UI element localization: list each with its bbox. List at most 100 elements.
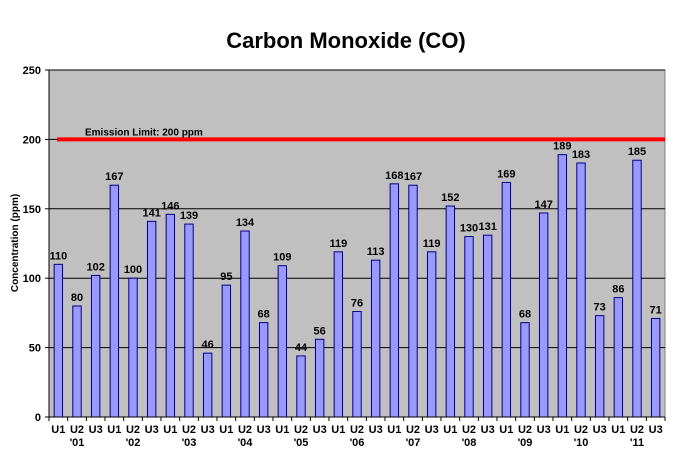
y-axis-title: Concentration (ppm) <box>10 194 21 292</box>
year-label: '07 <box>406 437 421 449</box>
bar-value-label: 46 <box>202 339 214 351</box>
bar <box>482 234 493 418</box>
x-tick-label: U3 <box>537 424 551 436</box>
bar-value-label: 44 <box>295 342 308 354</box>
x-tick-label: U1 <box>443 424 457 436</box>
bar-value-label: 167 <box>105 171 123 183</box>
bar-value-label: 141 <box>142 207 160 219</box>
bar <box>333 251 344 418</box>
bar-value-label: 168 <box>385 170 403 182</box>
bar <box>557 154 568 418</box>
x-tick-label: U2 <box>294 424 308 436</box>
bar-value-label: 86 <box>612 284 624 296</box>
bar-value-label: 71 <box>650 304 662 316</box>
bar-value-label: 147 <box>534 199 552 211</box>
year-label: '05 <box>294 437 309 449</box>
x-tick-label: U3 <box>89 424 103 436</box>
bar-value-label: 169 <box>497 168 515 180</box>
bar-value-label: 113 <box>367 246 385 258</box>
x-tick-label: U3 <box>145 424 159 436</box>
bar-value-label: 80 <box>71 292 83 304</box>
bar-value-label: 68 <box>258 309 270 321</box>
x-tick-label: U3 <box>649 424 663 436</box>
x-tick-label: U2 <box>406 424 420 436</box>
bar-value-label: 183 <box>572 149 590 161</box>
year-label: '03 <box>182 437 197 449</box>
bar-value-label: 100 <box>124 264 142 276</box>
year-label: '11 <box>630 437 644 449</box>
bar <box>538 212 549 418</box>
bar <box>109 184 120 418</box>
y-tick-label: 200 <box>23 134 41 146</box>
bar-value-label: 110 <box>49 250 67 262</box>
bar-value-label: 56 <box>314 325 326 337</box>
y-tick-label: 150 <box>23 204 41 216</box>
bar <box>464 236 474 418</box>
x-tick-label: U1 <box>499 424 513 436</box>
x-tick-label: U2 <box>126 424 140 436</box>
bar <box>146 220 157 418</box>
bar <box>352 311 362 418</box>
bar-value-label: 167 <box>404 171 422 183</box>
bar-value-label: 102 <box>86 261 104 273</box>
x-tick-label: U2 <box>630 424 644 436</box>
bar-value-label: 131 <box>478 221 496 233</box>
bar-value-label: 185 <box>628 146 646 158</box>
bar-value-label: 134 <box>236 217 255 229</box>
bar <box>240 230 250 418</box>
bar <box>426 251 437 418</box>
bar <box>221 284 232 418</box>
x-tick-label: U1 <box>611 424 625 436</box>
bar-value-label: 76 <box>351 298 363 310</box>
bar <box>389 183 400 418</box>
year-label: '09 <box>518 437 533 449</box>
bar-value-label: 130 <box>460 223 478 235</box>
bar <box>258 322 269 418</box>
x-tick-label: U1 <box>219 424 233 436</box>
bar <box>296 355 306 418</box>
year-label: '01 <box>70 437 85 449</box>
x-tick-label: U2 <box>518 424 532 436</box>
bar <box>165 213 176 418</box>
bar-value-label: 73 <box>594 302 606 314</box>
y-tick-label: 50 <box>29 343 41 355</box>
x-tick-label: U3 <box>425 424 439 436</box>
bar-value-label: 139 <box>180 210 198 222</box>
x-tick-label: U2 <box>70 424 84 436</box>
x-tick-label: U3 <box>593 424 607 436</box>
year-label: '08 <box>462 437 477 449</box>
x-tick-label: U1 <box>51 424 65 436</box>
x-tick-label: U1 <box>107 424 121 436</box>
year-label: '10 <box>574 437 589 449</box>
bar <box>501 181 512 418</box>
bar-value-label: 109 <box>273 252 291 264</box>
bar-value-label: 68 <box>519 309 531 321</box>
bar-value-label: 189 <box>553 141 571 153</box>
year-label: '02 <box>126 437 141 449</box>
x-tick-label: U2 <box>462 424 476 436</box>
bar <box>576 162 586 418</box>
x-tick-label: U1 <box>387 424 401 436</box>
year-label: '04 <box>238 437 254 449</box>
bar <box>370 259 381 418</box>
y-tick-label: 100 <box>23 273 41 285</box>
bar-value-label: 152 <box>441 192 459 204</box>
x-tick-label: U1 <box>555 424 569 436</box>
bar <box>408 184 418 418</box>
bar <box>594 315 605 418</box>
bar <box>53 263 64 418</box>
bar <box>184 223 194 418</box>
x-tick-label: U2 <box>574 424 588 436</box>
bar <box>277 265 288 418</box>
bar <box>520 322 530 418</box>
x-tick-label: U3 <box>481 424 495 436</box>
bar-value-label: 119 <box>329 238 347 250</box>
x-tick-label: U3 <box>257 424 271 436</box>
bar <box>202 352 213 418</box>
bar <box>613 297 624 418</box>
bar <box>650 317 661 418</box>
y-tick-label: 0 <box>35 412 41 424</box>
